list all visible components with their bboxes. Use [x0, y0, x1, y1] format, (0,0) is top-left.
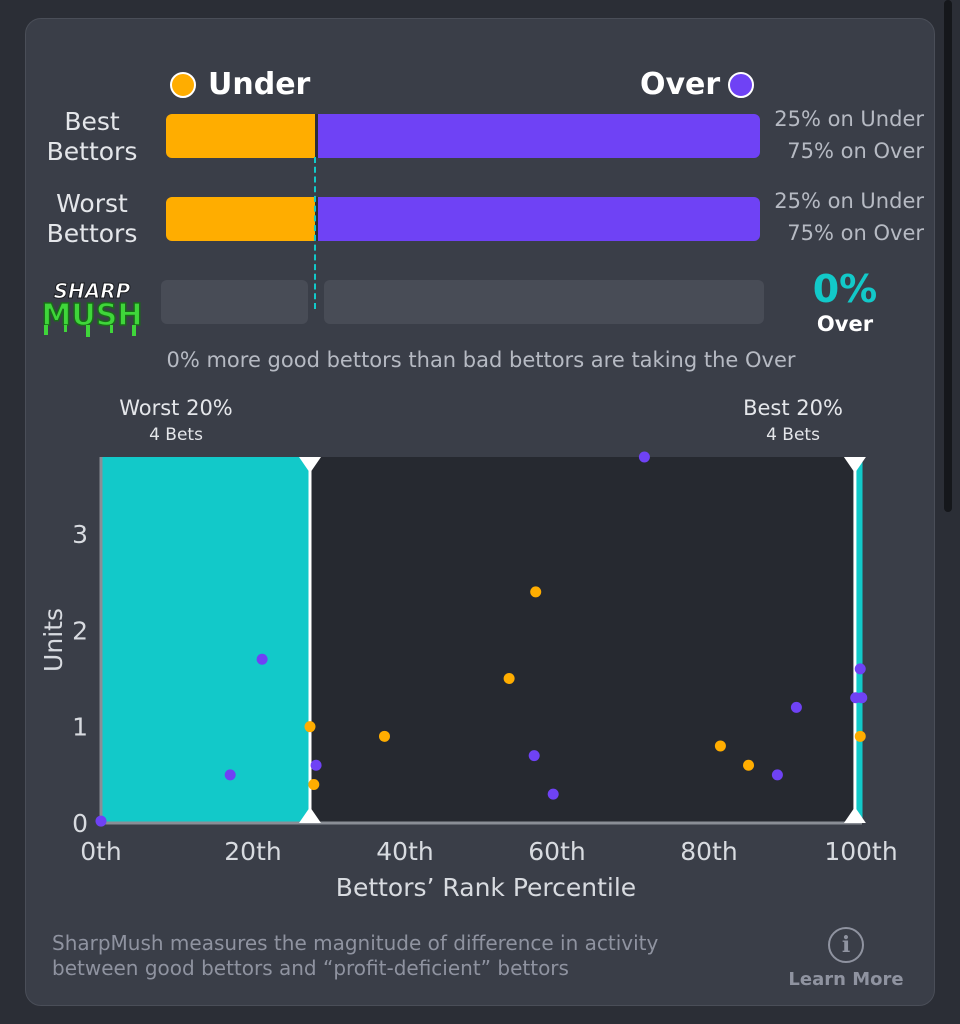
sharpmush-bar-left — [161, 280, 308, 324]
worst-band-region — [101, 457, 310, 823]
under-bet-point[interactable] — [714, 740, 726, 752]
under-legend-dot — [170, 72, 196, 98]
over-bet-point[interactable] — [528, 750, 540, 762]
learn-more-label: Learn More — [788, 969, 904, 990]
best-bettors-over-fill — [317, 114, 760, 158]
center-dashed-line — [314, 157, 316, 309]
over-bet-point[interactable] — [638, 451, 650, 463]
best-band-subtitle: 4 Bets — [766, 425, 820, 445]
worst-band-handle-bottom[interactable] — [299, 807, 321, 823]
worst-bettors-label: Worst Bettors — [26, 189, 167, 249]
best-band-handle-bottom[interactable] — [843, 807, 866, 823]
footer-line1: SharpMush measures the magnitude of diff… — [52, 931, 659, 955]
info-icon: i — [828, 927, 864, 963]
y-tick-label: 3 — [72, 520, 88, 549]
scatter-chart: Worst 20% 4 Bets Best 20% 4 Bets 0 1 2 3 0t… — [39, 396, 898, 902]
sharpmush-logo-line1: SHARP — [54, 279, 131, 303]
worst-band-title: Worst 20% — [119, 396, 233, 420]
x-tick-label: 80th — [680, 837, 737, 866]
over-bet-point[interactable] — [310, 759, 322, 771]
sharpmush-side: Over — [816, 312, 874, 336]
y-tick-label: 0 — [72, 809, 88, 838]
under-bet-point[interactable] — [304, 721, 316, 733]
over-bet-point[interactable] — [856, 692, 868, 704]
under-bet-point[interactable] — [308, 778, 320, 790]
footer-line2: between good bettors and “profit-deficie… — [52, 956, 569, 980]
best-band-region — [854, 457, 863, 823]
worst-bettors-pct: 25% on Under 75% on Over — [759, 185, 924, 249]
over-bet-point[interactable] — [854, 663, 866, 675]
over-bet-point[interactable] — [224, 769, 236, 781]
sharpmush-logo: SHARP MUSH — [41, 279, 143, 337]
y-axis-label: Units — [39, 608, 68, 672]
sharpmush-logo-line2: MUSH — [42, 298, 143, 333]
best-bettors-label-line2: Bettors — [46, 137, 138, 166]
worst-bettors-bar — [166, 197, 760, 241]
x-tick-label: 20th — [224, 837, 281, 866]
under-legend-label: Under — [208, 67, 311, 102]
x-tick-label: 0th — [80, 837, 122, 866]
worst-bettors-label-line1: Worst — [56, 189, 128, 218]
over-bet-point[interactable] — [771, 769, 783, 781]
sharpmush-card: Under Over Best Bettors 25% on Under 75%… — [25, 18, 935, 1006]
x-tick-label: 100th — [824, 837, 897, 866]
over-legend-label: Over — [640, 67, 721, 102]
worst-bettors-under-fill — [166, 197, 315, 241]
learn-more-button[interactable]: i Learn More — [786, 927, 906, 997]
worst-band-handle-top[interactable] — [299, 457, 321, 473]
worst-under-text: 25% on Under — [774, 189, 924, 213]
sharpmush-bar-right — [324, 280, 764, 324]
best-bettors-pct: 25% on Under 75% on Over — [759, 103, 924, 167]
under-bet-point[interactable] — [378, 730, 390, 742]
y-tick-label: 1 — [72, 713, 88, 742]
over-bet-point[interactable] — [256, 653, 268, 665]
best-band-handle-top[interactable] — [843, 457, 866, 473]
best-bettors-under-fill — [166, 114, 315, 158]
y-tick-label: 2 — [72, 616, 88, 645]
under-bet-point[interactable] — [854, 730, 866, 742]
under-bet-point[interactable] — [503, 673, 515, 685]
over-legend-dot — [728, 72, 754, 98]
worst-bettors-over-fill — [317, 197, 760, 241]
footer-description: SharpMush measures the magnitude of diff… — [52, 931, 658, 981]
sharpmush-summary: 0% more good bettors than bad bettors ar… — [166, 348, 796, 372]
x-tick-label: 60th — [528, 837, 585, 866]
best-under-text: 25% on Under — [774, 107, 924, 131]
under-bet-point[interactable] — [530, 586, 542, 598]
sharpmush-value: 0% — [812, 267, 878, 311]
best-bettors-label: Best Bettors — [26, 107, 167, 167]
x-tick-label: 40th — [376, 837, 433, 866]
worst-bettors-label-line2: Bettors — [46, 219, 138, 248]
scrollbar[interactable] — [944, 0, 952, 512]
best-over-text: 75% on Over — [787, 139, 924, 163]
under-bet-point[interactable] — [743, 759, 755, 771]
x-axis-label: Bettors’ Rank Percentile — [336, 873, 636, 902]
worst-band-subtitle: 4 Bets — [149, 425, 203, 445]
best-band-title: Best 20% — [743, 396, 843, 420]
best-bettors-label-line1: Best — [64, 107, 120, 136]
best-bettors-bar — [166, 114, 760, 158]
worst-over-text: 75% on Over — [787, 221, 924, 245]
over-bet-point[interactable] — [790, 701, 802, 713]
over-bet-point[interactable] — [95, 815, 107, 827]
over-bet-point[interactable] — [547, 788, 559, 800]
